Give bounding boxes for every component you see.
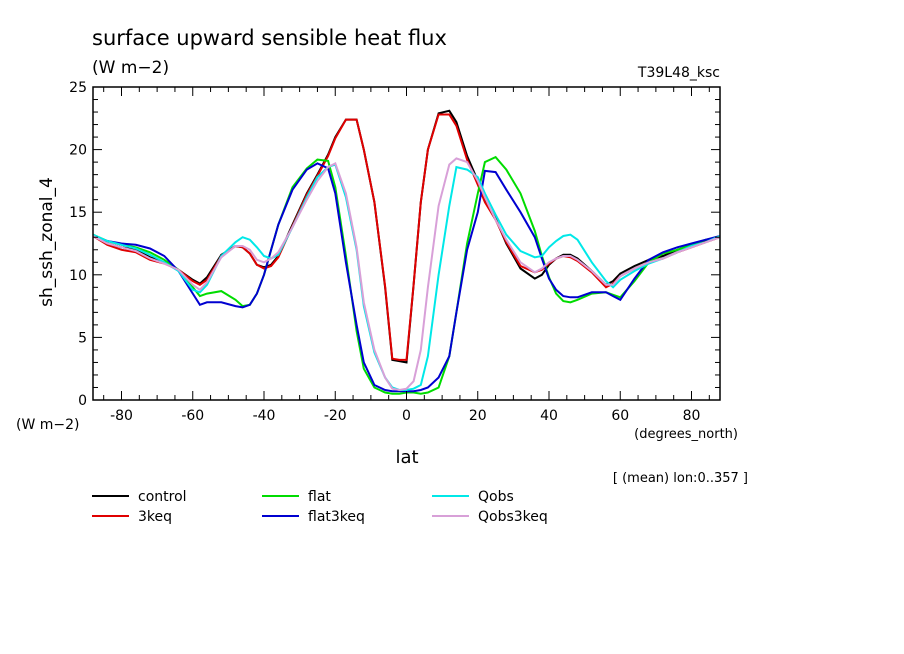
- x-tick-label: 80: [683, 408, 701, 424]
- y-tick-label: 10: [69, 268, 87, 284]
- y-tick-label: 25: [69, 80, 87, 96]
- x-tick-label: -80: [110, 408, 133, 424]
- series-line-control: [92, 109, 721, 364]
- y-axis-units: (W m−2): [16, 417, 80, 433]
- x-tick-label: -20: [324, 408, 347, 424]
- legend: control 3keq flat flat3keq Qobs Qobs3keq: [92, 489, 548, 525]
- x-tick-label: 60: [611, 408, 629, 424]
- experiment-label: T39L48_ksc: [637, 65, 720, 81]
- legend-label-flat: flat: [308, 489, 331, 505]
- mean-lon-note: [ (mean) lon:0..357 ]: [613, 471, 748, 486]
- x-tick-label: 20: [469, 408, 487, 424]
- y-tick-label: 20: [69, 143, 87, 159]
- x-axis-label: lat: [395, 447, 418, 468]
- series-line-3keq: [92, 113, 721, 361]
- legend-label-3keq: 3keq: [138, 509, 172, 525]
- x-axis-units: (degrees_north): [634, 427, 738, 442]
- y-tick-label: 15: [69, 205, 87, 221]
- series-line-Qobs3keq: [92, 157, 721, 392]
- x-tick-label: -40: [253, 408, 276, 424]
- y-tick-label: 0: [78, 393, 87, 409]
- legend-label-flat3keq: flat3keq: [308, 509, 365, 525]
- x-tick-label: 40: [540, 408, 558, 424]
- chart-units: (W m−2): [92, 58, 169, 78]
- series-line-Qobs: [92, 163, 721, 391]
- legend-label-Qobs3keq: Qobs3keq: [478, 509, 548, 525]
- legend-label-control: control: [138, 489, 187, 505]
- x-tick-label: -60: [181, 408, 204, 424]
- chart-title: surface upward sensible heat flux: [92, 26, 447, 50]
- y-tick-label: 5: [78, 330, 87, 346]
- legend-label-Qobs: Qobs: [478, 489, 514, 505]
- y-axis-label: sh_ssh_zonal_4: [37, 177, 57, 307]
- plot-area: -80 -60 -40 -20 0 20 40 60 80 0 5 10 15 20 25: [69, 80, 721, 424]
- x-tick-label: 0: [402, 408, 411, 424]
